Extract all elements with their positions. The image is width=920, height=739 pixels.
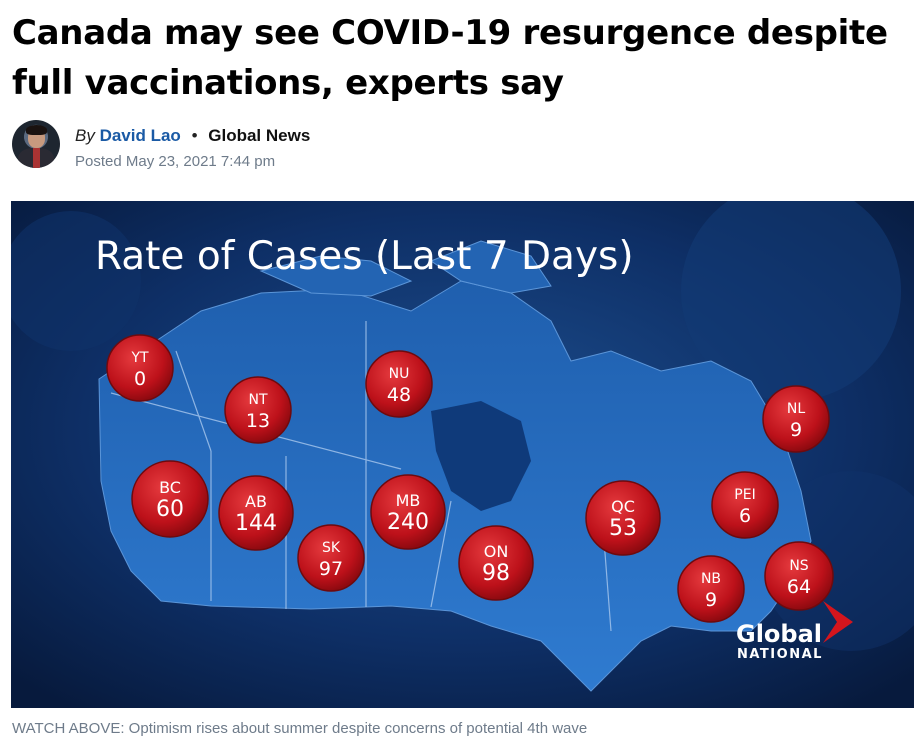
province-code: YT xyxy=(130,350,149,366)
province-bubble-circle xyxy=(764,541,834,611)
outlet-name: Global News xyxy=(208,126,311,145)
province-bubble-circle xyxy=(224,376,292,444)
province-code: NB xyxy=(701,571,721,587)
author-link[interactable]: David Lao xyxy=(99,126,181,145)
province-value: 13 xyxy=(246,410,270,432)
province-bubble-circle xyxy=(218,475,294,551)
province-bubble-circle xyxy=(762,385,830,453)
province-bubble-yt: YT 0 xyxy=(106,334,174,402)
province-code: NU xyxy=(389,366,410,382)
province-code: NS xyxy=(789,558,808,574)
province-value: 97 xyxy=(319,558,343,580)
province-value: 48 xyxy=(387,384,411,406)
province-bubble-circle xyxy=(131,460,209,538)
province-bubble-circle xyxy=(365,350,433,418)
province-bubble-nu: NU 48 xyxy=(365,350,433,418)
province-value: 6 xyxy=(739,505,751,527)
author-avatar[interactable] xyxy=(12,120,60,168)
province-code: NT xyxy=(248,392,267,408)
logo-national: NATIONAL xyxy=(737,647,823,662)
logo-global: Global xyxy=(736,620,822,648)
province-code: PEI xyxy=(734,487,755,503)
province-value: 9 xyxy=(790,419,802,441)
byline: By David Lao • Global News Posted May 23… xyxy=(12,118,612,172)
province-bubble-circle xyxy=(585,480,661,556)
province-value: 60 xyxy=(156,497,184,522)
province-bubble-circle xyxy=(370,474,446,550)
byline-separator: • xyxy=(191,126,198,145)
province-bubble-ns: NS 64 xyxy=(764,541,834,611)
province-bubble-circle xyxy=(297,524,365,592)
province-value: 240 xyxy=(387,510,429,535)
province-bubble-circle xyxy=(677,555,745,623)
province-bubble-circle xyxy=(106,334,174,402)
province-value: 9 xyxy=(705,589,717,611)
province-value: 98 xyxy=(482,561,510,586)
province-code: MB xyxy=(396,491,421,510)
province-code: ON xyxy=(484,542,509,561)
headline-line-1: Canada may see COVID-19 resurgence despi… xyxy=(12,13,888,53)
province-code: SK xyxy=(322,540,341,556)
province-code: QC xyxy=(611,497,635,516)
logo-arrow-icon xyxy=(823,601,853,643)
province-bubble-circle xyxy=(711,471,779,539)
province-value: 53 xyxy=(609,516,637,541)
province-value: 144 xyxy=(235,511,277,536)
province-bubble-circle xyxy=(458,525,534,601)
video-caption: WATCH ABOVE: Optimism rises about summer… xyxy=(12,720,588,737)
province-code: AB xyxy=(245,492,267,511)
video-player[interactable]: Rate of Cases (Last 7 Days) YT 0 NT 13 NU 48 N… xyxy=(11,201,914,708)
province-bubble-nl: NL 9 xyxy=(762,385,830,453)
global-national-logo: Global NATIONAL xyxy=(736,601,853,662)
province-value: 64 xyxy=(787,576,811,598)
posted-date: Posted May 23, 2021 7:44 pm xyxy=(75,153,276,170)
byline-by: By xyxy=(75,126,95,145)
byline-author-row: By David Lao • Global News xyxy=(75,126,310,146)
province-bubble-sk: SK 97 xyxy=(297,524,365,592)
video-frame: Rate of Cases (Last 7 Days) YT0NT13NU48N… xyxy=(11,201,914,708)
province-code: BC xyxy=(159,478,181,497)
province-bubble-nb: NB 9 xyxy=(677,555,745,623)
province-bubble-nt: NT 13 xyxy=(224,376,292,444)
province-bubble-pei: PEI 6 xyxy=(711,471,779,539)
headline-line-2: full vaccinations, experts say xyxy=(12,63,564,103)
province-code: NL xyxy=(787,401,805,417)
province-value: 0 xyxy=(134,368,146,390)
video-title: Rate of Cases (Last 7 Days) xyxy=(95,234,634,279)
article-headline: Canada may see COVID-19 resurgence despi… xyxy=(12,8,912,108)
